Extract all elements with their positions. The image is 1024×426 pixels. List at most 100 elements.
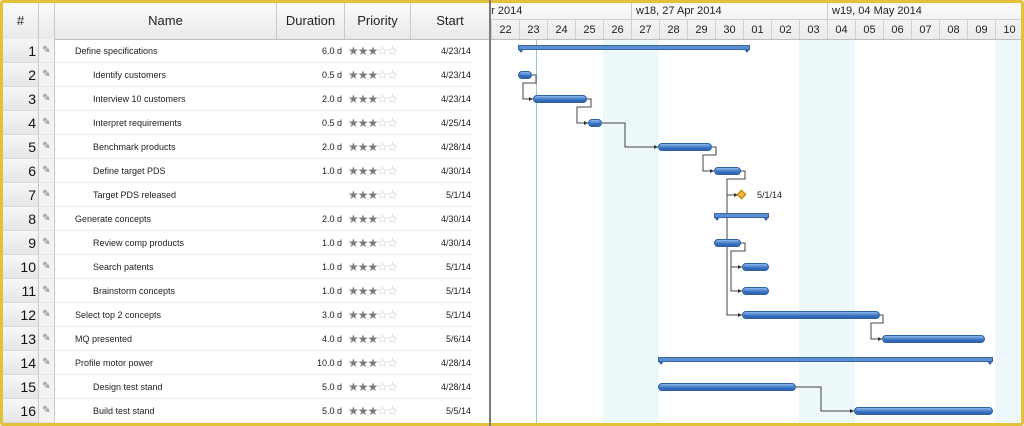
task-row[interactable]: 3 ✎ Interview 10 customers 2.0 d ★★★☆☆ 4/23/1…	[3, 87, 489, 111]
task-row[interactable]: 8 ✎ Generate concepts 2.0 d ★★★☆☆ 4/30/14	[3, 207, 489, 231]
dependency-link[interactable]	[870, 314, 884, 340]
star-empty-icon[interactable]: ☆	[377, 284, 388, 298]
task-start-date[interactable]: 4/23/14	[411, 63, 474, 87]
task-name[interactable]: Benchmark products	[55, 135, 277, 159]
star-filled-icon[interactable]: ★	[367, 164, 379, 178]
task-row[interactable]: 4 ✎ Interpret requirements 0.5 d ★★★☆☆ 4/25/1…	[3, 111, 489, 135]
task-name[interactable]: MQ presented	[55, 327, 277, 351]
star-empty-icon[interactable]: ☆	[377, 44, 388, 58]
star-filled-icon[interactable]: ★	[348, 356, 359, 370]
star-empty-icon[interactable]: ☆	[387, 284, 398, 298]
star-filled-icon[interactable]: ★	[367, 404, 379, 418]
star-filled-icon[interactable]: ★	[367, 92, 379, 106]
star-filled-icon[interactable]: ★	[348, 140, 359, 154]
task-name[interactable]: Define specifications	[55, 39, 277, 63]
column-header-number[interactable]: #	[3, 3, 39, 39]
star-filled-icon[interactable]: ★	[357, 68, 369, 82]
summary-bar[interactable]	[658, 357, 993, 365]
star-empty-icon[interactable]: ☆	[387, 308, 398, 322]
task-duration[interactable]: 3.0 d	[277, 303, 345, 327]
column-header-priority[interactable]: Priority	[345, 3, 411, 39]
task-row[interactable]: 5 ✎ Benchmark products 2.0 d ★★★☆☆ 4/28/14	[3, 135, 489, 159]
star-filled-icon[interactable]: ★	[367, 308, 379, 322]
pane-splitter[interactable]	[489, 0, 491, 426]
star-filled-icon[interactable]: ★	[367, 116, 379, 130]
task-row[interactable]: 12 ✎ Select top 2 concepts 3.0 d ★★★☆☆ 5/1/14	[3, 303, 489, 327]
task-priority-stars[interactable]: ★★★☆☆	[345, 183, 411, 207]
star-empty-icon[interactable]: ☆	[377, 356, 388, 370]
dependency-link[interactable]	[726, 195, 742, 316]
edit-indicator-icon[interactable]: ✎	[39, 159, 55, 183]
task-row[interactable]: 10 ✎ Search patents 1.0 d ★★★☆☆ 5/1/14	[3, 255, 489, 279]
task-name[interactable]: Interview 10 customers	[55, 87, 277, 111]
task-start-date[interactable]: 5/1/14	[411, 183, 474, 207]
star-empty-icon[interactable]: ☆	[387, 212, 398, 226]
task-name[interactable]: Brainstorm concepts	[55, 279, 277, 303]
task-name[interactable]: Search patents	[55, 255, 277, 279]
task-row[interactable]: 15 ✎ Design test stand 5.0 d ★★★☆☆ 4/28/14	[3, 375, 489, 399]
star-empty-icon[interactable]: ☆	[387, 380, 398, 394]
task-start-date[interactable]: 5/1/14	[411, 303, 474, 327]
star-empty-icon[interactable]: ☆	[387, 68, 398, 82]
task-name[interactable]: Review comp products	[55, 231, 277, 255]
star-filled-icon[interactable]: ★	[357, 212, 369, 226]
edit-indicator-icon[interactable]: ✎	[39, 327, 55, 351]
task-bar[interactable]	[742, 311, 880, 319]
star-filled-icon[interactable]: ★	[357, 356, 369, 370]
star-filled-icon[interactable]: ★	[357, 332, 369, 346]
task-duration[interactable]: 2.0 d	[277, 207, 345, 231]
task-duration[interactable]: 5.0 d	[277, 399, 345, 423]
task-row[interactable]: 9 ✎ Review comp products 1.0 d ★★★☆☆ 4/30/14	[3, 231, 489, 255]
star-empty-icon[interactable]: ☆	[377, 260, 388, 274]
star-filled-icon[interactable]: ★	[367, 332, 379, 346]
task-priority-stars[interactable]: ★★★☆☆	[345, 279, 411, 303]
star-filled-icon[interactable]: ★	[348, 68, 359, 82]
star-filled-icon[interactable]: ★	[348, 164, 359, 178]
star-filled-icon[interactable]: ★	[348, 380, 359, 394]
star-empty-icon[interactable]: ☆	[387, 116, 398, 130]
summary-bar[interactable]	[518, 45, 750, 53]
task-duration[interactable]: 10.0 d	[277, 351, 345, 375]
star-empty-icon[interactable]: ☆	[377, 164, 388, 178]
task-duration[interactable]: 6.0 d	[277, 39, 345, 63]
star-filled-icon[interactable]: ★	[357, 236, 369, 250]
dependency-link[interactable]	[602, 122, 658, 148]
task-bar[interactable]	[658, 143, 712, 151]
star-empty-icon[interactable]: ☆	[387, 92, 398, 106]
star-filled-icon[interactable]: ★	[348, 404, 359, 418]
edit-indicator-icon[interactable]: ✎	[39, 375, 55, 399]
edit-indicator-icon[interactable]: ✎	[39, 111, 55, 135]
star-filled-icon[interactable]: ★	[357, 308, 369, 322]
task-name[interactable]: Design test stand	[55, 375, 277, 399]
task-start-date[interactable]: 4/28/14	[411, 351, 474, 375]
star-filled-icon[interactable]: ★	[367, 212, 379, 226]
task-priority-stars[interactable]: ★★★☆☆	[345, 87, 411, 111]
task-name[interactable]: Define target PDS	[55, 159, 277, 183]
star-filled-icon[interactable]: ★	[357, 140, 369, 154]
star-empty-icon[interactable]: ☆	[377, 68, 388, 82]
star-empty-icon[interactable]: ☆	[377, 116, 388, 130]
task-start-date[interactable]: 4/25/14	[411, 111, 474, 135]
task-duration[interactable]: 1.0 d	[277, 231, 345, 255]
star-filled-icon[interactable]: ★	[357, 284, 369, 298]
star-filled-icon[interactable]: ★	[367, 44, 379, 58]
edit-indicator-icon[interactable]: ✎	[39, 231, 55, 255]
task-name[interactable]: Select top 2 concepts	[55, 303, 277, 327]
star-filled-icon[interactable]: ★	[348, 116, 359, 130]
star-filled-icon[interactable]: ★	[357, 116, 369, 130]
star-filled-icon[interactable]: ★	[357, 44, 369, 58]
edit-indicator-icon[interactable]: ✎	[39, 255, 55, 279]
star-filled-icon[interactable]: ★	[348, 236, 359, 250]
dependency-link[interactable]	[726, 170, 746, 196]
task-priority-stars[interactable]: ★★★☆☆	[345, 303, 411, 327]
star-filled-icon[interactable]: ★	[348, 332, 359, 346]
star-filled-icon[interactable]: ★	[367, 356, 379, 370]
star-empty-icon[interactable]: ☆	[377, 332, 388, 346]
dependency-link[interactable]	[702, 146, 717, 172]
star-empty-icon[interactable]: ☆	[387, 236, 398, 250]
edit-indicator-icon[interactable]: ✎	[39, 135, 55, 159]
star-filled-icon[interactable]: ★	[367, 236, 379, 250]
task-row[interactable]: 11 ✎ Brainstorm concepts 1.0 d ★★★☆☆ 5/1/14	[3, 279, 489, 303]
star-filled-icon[interactable]: ★	[357, 188, 369, 202]
edit-indicator-icon[interactable]: ✎	[39, 399, 55, 423]
